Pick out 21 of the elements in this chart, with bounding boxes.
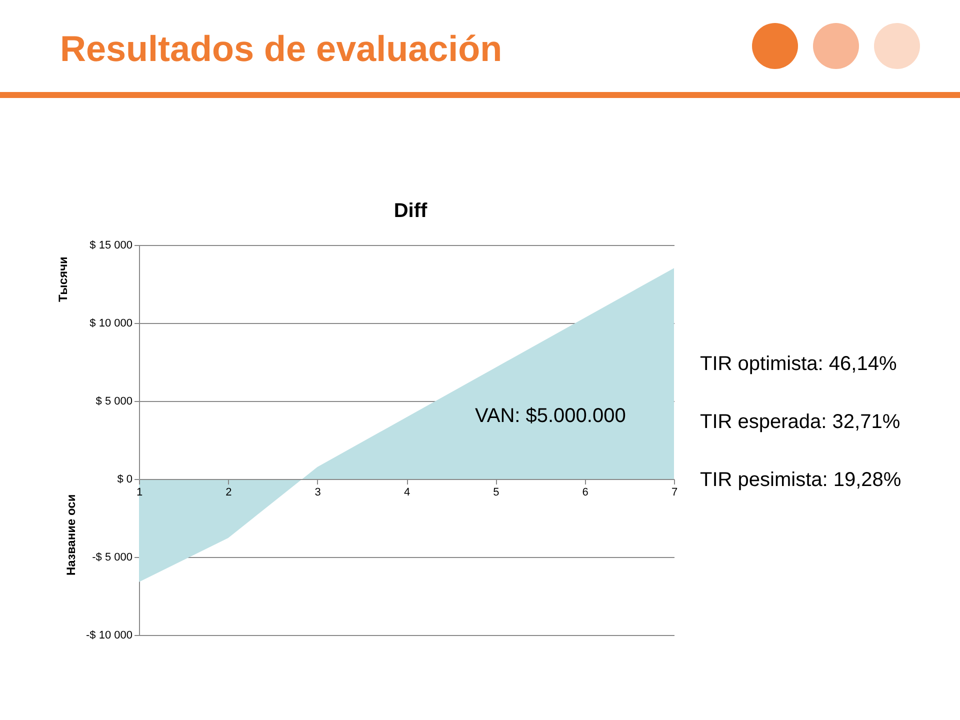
- text: TIR esperada: 32,71%: [700, 411, 900, 434]
- chart-title: Resultados de evaluación: [60, 28, 502, 70]
- y-tick-label: $ 10 000: [90, 318, 132, 330]
- y-tick-label: -$ 5 000: [92, 552, 132, 564]
- text: TIR pesimista: 19,28%: [700, 469, 902, 492]
- x-tick-label: 1: [136, 486, 143, 498]
- text: TIR optimista: 46,14%: [700, 353, 897, 376]
- annotation: VAN: $5.000.000: [475, 405, 626, 428]
- x-tick-label: 3: [314, 486, 321, 498]
- chart-subtitle: Diff: [392, 200, 428, 223]
- y-tick-label: $ 0: [117, 474, 132, 486]
- y-axis-title: Название оси: [64, 494, 78, 576]
- y-tick-label: $ 15 000: [90, 240, 132, 252]
- x-tick-label: 6: [582, 486, 588, 498]
- x-tick-label: 5: [493, 486, 500, 498]
- text: Тысячи: [56, 256, 70, 302]
- x-tick-label: 7: [671, 486, 678, 498]
- y-tick-label: $ 5 000: [96, 396, 132, 408]
- x-tick-label: 4: [404, 486, 410, 498]
- x-tick-label: 2: [226, 486, 232, 498]
- y-tick-label: -$ 10 000: [86, 630, 132, 642]
